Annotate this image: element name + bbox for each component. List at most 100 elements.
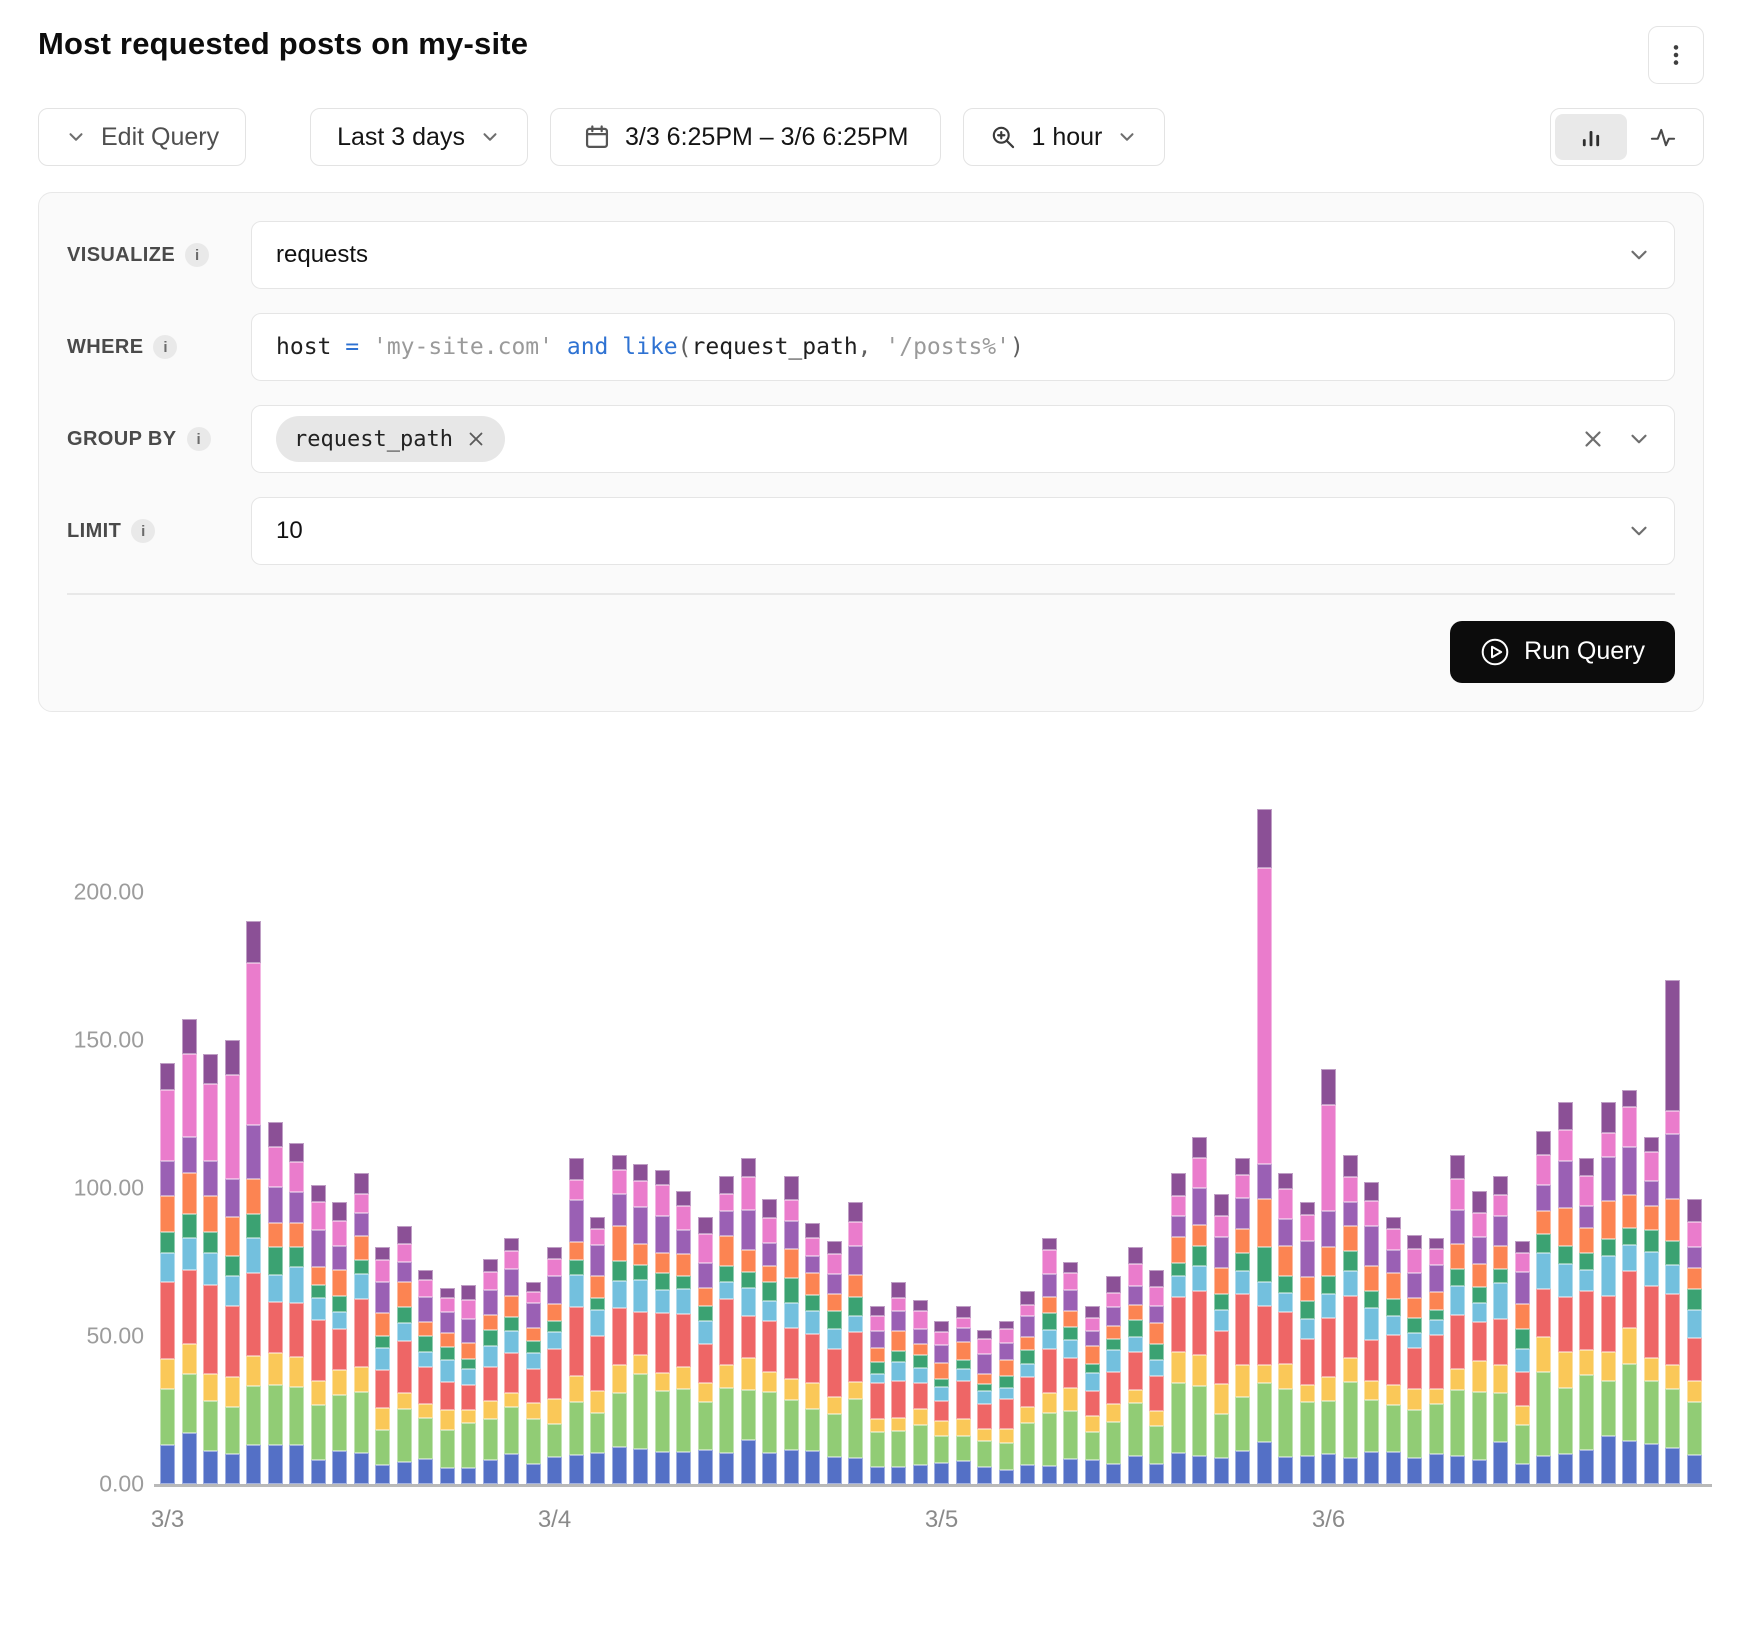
visualize-field[interactable]: requests (251, 221, 1675, 289)
bar-segment (267, 1147, 283, 1187)
bar-segment (1579, 1175, 1594, 1206)
bar-segment (1407, 1297, 1422, 1319)
bar-segment (1643, 1252, 1659, 1287)
bar-segment (719, 1281, 734, 1299)
bar-segment (246, 1178, 261, 1215)
bar-segment (1149, 1322, 1164, 1345)
clear-all-icon[interactable] (1580, 426, 1606, 452)
bar-segment (740, 1440, 756, 1484)
run-query-button[interactable]: Run Query (1450, 620, 1675, 683)
bar-segment (1686, 1454, 1702, 1484)
bar-segment (353, 1260, 369, 1274)
chevron-down-icon[interactable] (1626, 426, 1652, 452)
bar-segment (1299, 1384, 1315, 1403)
requests-stacked-bar-chart[interactable]: 0.00 50.00 100.00 150.00 200.00 3/3 3/4 3/5 3/6 (38, 754, 1712, 1554)
bar-segment (1450, 1243, 1465, 1269)
bar-segment (1342, 1381, 1358, 1459)
bar-segment (611, 1193, 627, 1226)
remove-chip-icon[interactable] (465, 428, 487, 450)
more-options-button[interactable] (1648, 26, 1704, 84)
bar-segment (310, 1320, 326, 1382)
bar-segment (633, 1374, 648, 1450)
bar-segment (1256, 808, 1272, 868)
bar-segment (826, 1311, 842, 1329)
bar-segment (246, 921, 261, 963)
bar-segment (1514, 1371, 1530, 1407)
bar-segment (998, 1328, 1014, 1344)
group-by-label-cell: GROUP BY i (67, 427, 251, 451)
bar-segment (1235, 1157, 1250, 1175)
interval-button[interactable]: 1 hour (963, 108, 1166, 166)
bar-segment (805, 1255, 820, 1274)
stacked-bar (1643, 1137, 1659, 1484)
bar-segment (1256, 1282, 1272, 1306)
edit-query-button[interactable]: Edit Query (38, 108, 247, 166)
stacked-bar (160, 1063, 175, 1484)
bar-segment (1213, 1236, 1229, 1268)
bar-segment (1278, 1312, 1293, 1365)
stacked-bar (396, 1226, 412, 1484)
bar-segment (1299, 1301, 1315, 1320)
bar-segment (1557, 1160, 1573, 1208)
date-range-button[interactable]: 3/3 6:25PM – 3/6 6:25PM (549, 108, 942, 166)
bar-segment (1665, 1264, 1680, 1295)
bar-segment (1643, 1381, 1659, 1445)
bar-segment (375, 1336, 390, 1349)
bar-segment (719, 1298, 734, 1365)
bar-segment (375, 1281, 390, 1313)
bar-segment (1450, 1455, 1465, 1484)
bar-segment (740, 1390, 756, 1441)
bar-segment (676, 1389, 691, 1452)
stacked-bar (1235, 1157, 1250, 1484)
bar-segment (289, 1444, 304, 1484)
chevron-down-icon (69, 133, 83, 141)
date-range-label: 3/3 6:25PM – 3/6 6:25PM (624, 122, 909, 151)
bar-segment (1407, 1234, 1422, 1249)
bar-segment (1557, 1296, 1573, 1353)
bar-segment (1471, 1236, 1487, 1265)
bar-segment (1149, 1410, 1164, 1427)
zoom-in-icon (993, 126, 1015, 148)
bar-segment (267, 1275, 283, 1303)
bar-segment (654, 1452, 670, 1484)
where-field[interactable]: host = 'my-site.com' and like(request_pa… (251, 313, 1675, 381)
stacked-bar (568, 1157, 584, 1484)
bars-plot-area[interactable] (160, 754, 1704, 1484)
visualize-row: VISUALIZE i requests (67, 221, 1675, 289)
group-by-field[interactable]: request_path (251, 405, 1675, 473)
bar-segment (1020, 1422, 1035, 1466)
bar-segment (1213, 1193, 1229, 1216)
bar-segment (1170, 1237, 1186, 1263)
bar-segment (891, 1467, 906, 1484)
time-range-button[interactable]: Last 3 days (310, 108, 528, 166)
bar-segment (203, 1285, 218, 1375)
bar-segment (1493, 1392, 1508, 1442)
line-chart-toggle[interactable] (1627, 114, 1699, 160)
bar-segment (1536, 1211, 1551, 1234)
bar-segment (1428, 1264, 1444, 1292)
chevron-down-icon[interactable] (1626, 242, 1652, 268)
bar-segment (525, 1352, 541, 1370)
limit-field[interactable]: 10 (251, 497, 1675, 565)
bar-segment (955, 1435, 971, 1461)
bar-segment (1321, 1317, 1336, 1377)
bar-segment (676, 1313, 691, 1367)
time-range-label: Last 3 days (337, 122, 465, 151)
group-by-chip[interactable]: request_path (276, 416, 505, 462)
bar-segment (332, 1394, 347, 1451)
bar-segment (504, 1295, 519, 1317)
bar-segment (482, 1367, 498, 1402)
stacked-bar (310, 1184, 326, 1484)
bar-segment (1149, 1426, 1164, 1464)
bar-segment (848, 1332, 863, 1382)
chevron-down-icon[interactable] (1626, 518, 1652, 544)
bar-segment (1106, 1350, 1121, 1372)
bar-chart-toggle[interactable] (1555, 114, 1627, 160)
bar-segment (783, 1303, 799, 1328)
bar-segment (1342, 1225, 1358, 1252)
bar-segment (1041, 1249, 1057, 1274)
bar-segment (891, 1417, 906, 1431)
bar-segment (783, 1200, 799, 1221)
bar-segment (1686, 1337, 1702, 1382)
bar-segment (353, 1193, 369, 1213)
